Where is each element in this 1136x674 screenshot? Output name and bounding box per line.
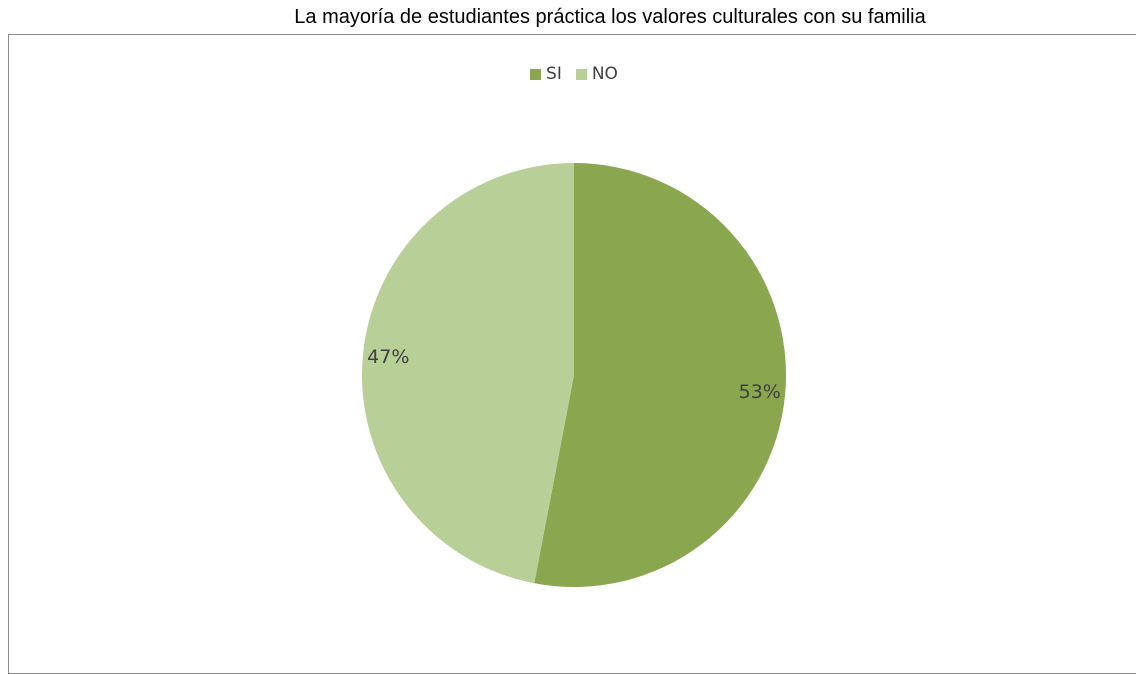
legend-item-no: NO bbox=[575, 64, 618, 84]
chart-title: La mayoría de estudiantes práctica los v… bbox=[294, 6, 926, 28]
data-label-si: 53% bbox=[739, 381, 781, 403]
legend-item-si: SI bbox=[530, 64, 562, 84]
chart-legend: SI NO bbox=[0, 64, 1136, 84]
legend-label-si: SI bbox=[546, 64, 562, 84]
pie-slice-si bbox=[534, 163, 787, 587]
legend-label-no: NO bbox=[591, 64, 618, 84]
legend-swatch-no bbox=[575, 68, 587, 80]
pie-chart: 53% 47% bbox=[362, 163, 787, 587]
legend-swatch-si bbox=[530, 68, 542, 80]
pie-slice-no bbox=[362, 163, 574, 584]
data-label-no: 47% bbox=[367, 346, 409, 368]
